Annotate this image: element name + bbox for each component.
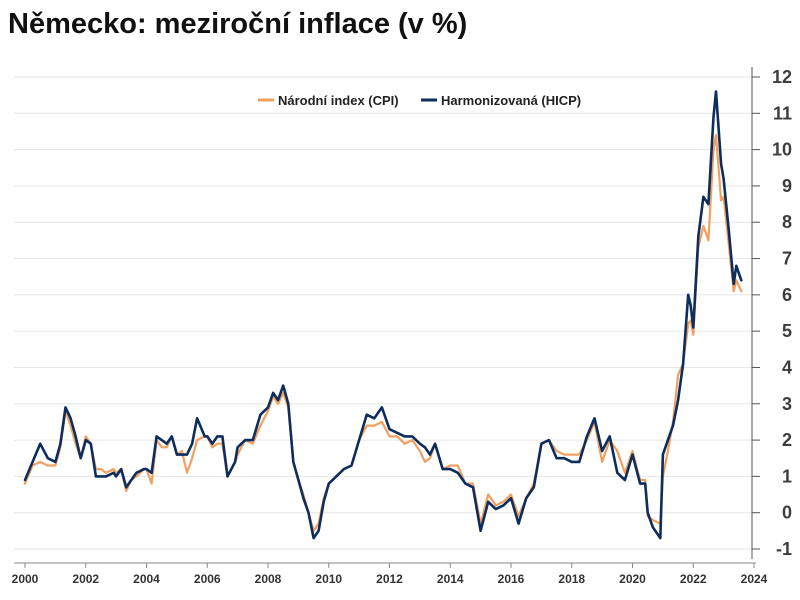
y-tick-label: 0 [782,503,792,523]
x-tick-label: 2010 [315,572,342,586]
y-tick-label: 2 [782,430,792,450]
x-tick-label: 2018 [558,572,585,586]
x-tick-label: 2014 [437,572,464,586]
x-axis: 2000 2002 2004 2006 2008 2010 2012 2014 2016 2018… [12,562,768,586]
x-tick-label: 2008 [255,572,282,586]
x-tick-label: 2024 [741,572,768,586]
y-tick-label: 9 [782,176,792,196]
y-tick-label: 7 [782,249,792,269]
y-tick-label: 11 [773,103,792,123]
legend: Národní index (CPI) Harmonizovaná (HICP) [258,93,581,108]
y-tick-label: 3 [782,394,792,414]
x-tick-label: 2022 [680,572,707,586]
chart-title: Německo: meziroční inflace (v %) [8,8,468,40]
x-tick-label: 2000 [12,572,39,586]
y-tick-label: 8 [782,212,792,232]
series-group [23,90,743,540]
legend-label-cpi: Národní index (CPI) [278,93,399,108]
x-tick-label: 2004 [133,572,160,586]
x-tick-label: 2002 [72,572,99,586]
y-tick-label: 4 [782,357,792,377]
series-line-hicp [23,90,743,540]
series-line-cpi [23,134,743,532]
y-tick-label: 12 [772,67,792,87]
y-tick-label: 5 [782,321,792,341]
y-tick-label: 6 [782,285,792,305]
x-tick-label: 2016 [498,572,525,586]
y-tick-label: 1 [782,466,792,486]
x-tick-label: 2012 [376,572,403,586]
x-tick-label: 2006 [194,572,221,586]
legend-label-hicp: Harmonizovaná (HICP) [441,93,581,108]
x-tick-label: 2020 [619,572,646,586]
y-tick-label: -1 [776,539,792,559]
y-tick-label: 10 [772,140,792,160]
grid-lines [14,76,752,550]
